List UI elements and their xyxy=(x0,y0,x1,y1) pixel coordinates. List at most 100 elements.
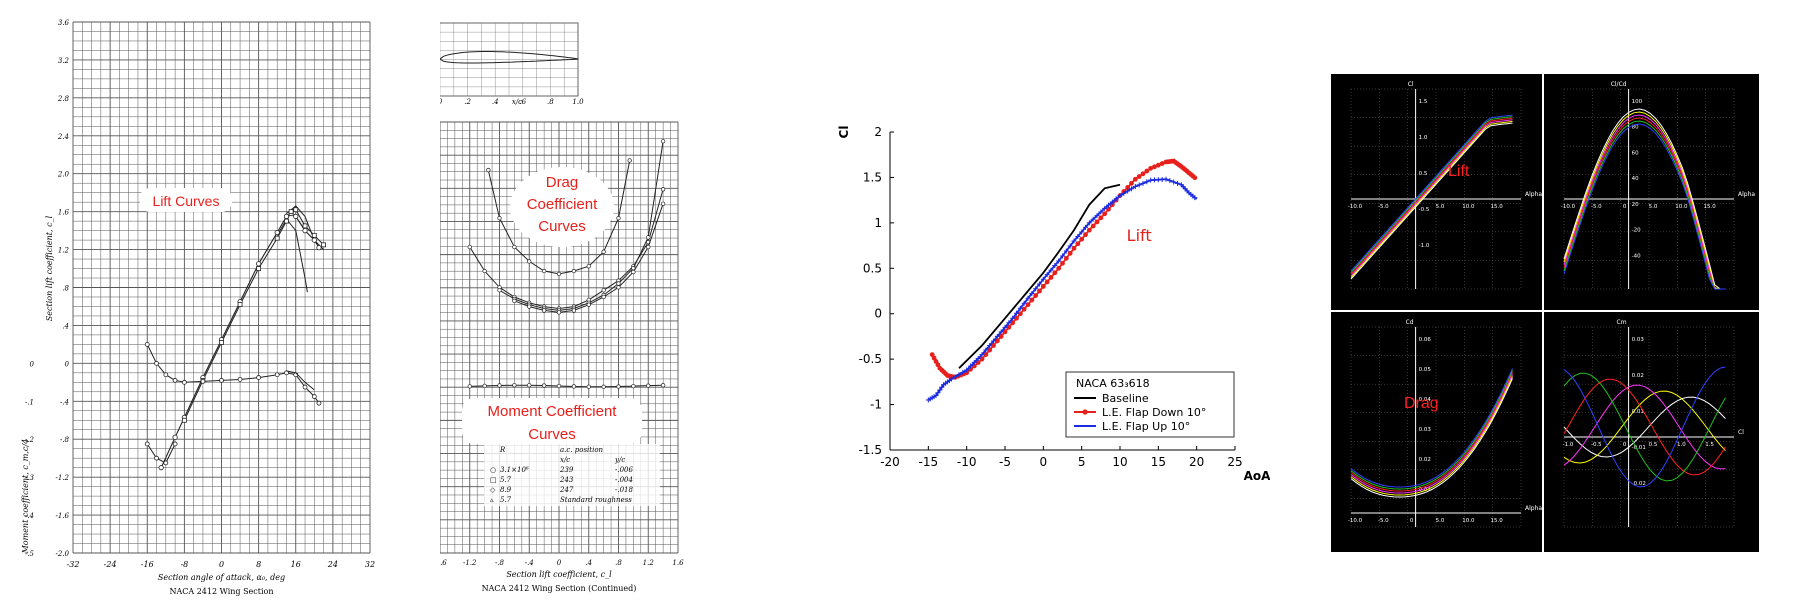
y-tick-label: 1.5 xyxy=(863,170,882,184)
overlay-bg xyxy=(510,167,614,247)
x-tick-label: 1.6 xyxy=(672,559,684,567)
series-point xyxy=(935,390,941,396)
y-tick-label: 1.6 xyxy=(58,209,70,217)
overlay-bg xyxy=(462,398,642,444)
drag-point xyxy=(482,268,487,274)
y-tick-label: -1.0 xyxy=(1419,243,1430,249)
y-tick-label: 0.01 xyxy=(1632,409,1644,415)
y-tick-label: 0.02 xyxy=(1419,457,1431,463)
x-tick-label: 0 xyxy=(219,560,224,569)
drag-point xyxy=(486,167,491,173)
moment-curve xyxy=(469,384,664,388)
series-point xyxy=(1067,243,1073,249)
drag-point xyxy=(660,201,666,206)
series-point xyxy=(1167,178,1173,184)
legend-reynolds: 5.7 xyxy=(500,476,512,484)
x-tick-label: -5.0 xyxy=(1378,518,1389,524)
series-point xyxy=(987,347,993,353)
x-axis-label: Alpha xyxy=(1525,505,1542,512)
y-tick-label: -.4 xyxy=(60,398,69,406)
series-point xyxy=(1152,164,1157,170)
y-tick-label: -2.0 xyxy=(56,550,70,558)
moment-point xyxy=(144,441,150,447)
y2-axis-label: Moment coefficient, c_m,c/4 xyxy=(21,439,30,555)
inset-x-tick: .6 xyxy=(519,98,526,106)
y-tick-label: 1.2 xyxy=(58,247,70,255)
series-line xyxy=(1350,370,1513,490)
series-point xyxy=(1079,236,1085,242)
x-tick-label: 1.2 xyxy=(643,559,655,567)
series-point xyxy=(1090,216,1096,222)
drag-point xyxy=(601,294,606,300)
y-tick-label: 1.5 xyxy=(1419,99,1428,105)
moment-point xyxy=(181,379,187,385)
drag-point xyxy=(616,215,621,221)
x-tick-label: 1.0 xyxy=(1677,442,1686,448)
series-point xyxy=(1171,179,1177,185)
series-line xyxy=(1350,122,1513,280)
series-line xyxy=(1350,368,1513,488)
series-point xyxy=(1132,176,1138,182)
drag-point xyxy=(646,235,651,240)
series-point xyxy=(1006,324,1012,330)
y-tick-label: 1.0 xyxy=(1419,135,1428,141)
legend-entry: L.E. Flap Up 10° xyxy=(1102,420,1190,433)
series-point xyxy=(983,352,989,357)
y-tick-label: 2.8 xyxy=(57,95,70,103)
x-tick-label: 10.0 xyxy=(1462,204,1475,210)
series-point xyxy=(1113,196,1119,202)
x-tick-label: .4 xyxy=(585,559,592,567)
drag-point xyxy=(556,271,562,277)
overlay-label: Curves xyxy=(538,218,586,235)
drag-point xyxy=(467,244,472,250)
series-point xyxy=(1021,300,1027,306)
series-line xyxy=(931,160,1198,379)
lift-curve xyxy=(183,209,324,421)
y-tick-label: 2 xyxy=(874,125,882,139)
series-point xyxy=(1121,190,1127,196)
series-point xyxy=(1094,219,1100,225)
y-axis-label: Cl/Cd xyxy=(1611,81,1627,88)
x-tick-label: -15 xyxy=(919,455,939,469)
lift-point xyxy=(274,229,280,236)
x-tick-label: 0 xyxy=(1040,455,1048,469)
legend-yc: -.006 xyxy=(615,466,633,474)
lift-annotation: Lift xyxy=(1127,226,1152,245)
x-tick-label: 0 xyxy=(557,559,562,567)
legend-marker: □ xyxy=(490,476,497,484)
series-point xyxy=(1071,238,1077,244)
lift-point xyxy=(283,213,290,219)
x-tick-label: -10.0 xyxy=(1348,518,1363,524)
lift-point xyxy=(219,340,224,345)
cl-aoa-chart: -20 -15 -10 -5 0 5 10 15 20 25 -1.5 -1 -0.5 0 0.5 1 1.5 2… xyxy=(837,125,1270,483)
cm-tick-label: -.5 xyxy=(25,550,35,558)
lift-point xyxy=(311,237,317,243)
lift-point xyxy=(256,261,262,267)
lift-point xyxy=(284,218,289,224)
moment-point xyxy=(616,384,621,389)
series-point xyxy=(1098,209,1104,215)
series-point xyxy=(1048,267,1054,273)
series-point xyxy=(1090,223,1096,229)
cm-tick-label: -.3 xyxy=(25,474,35,482)
y-tick-label: 0.03 xyxy=(1419,427,1432,433)
moment-point xyxy=(646,383,651,388)
moment-point xyxy=(172,441,178,447)
lift-curve xyxy=(286,205,324,250)
cm-tick-label: -.1 xyxy=(25,398,34,406)
series-point xyxy=(1102,205,1108,211)
moment-point xyxy=(200,378,206,384)
x-tick-label: 10.0 xyxy=(1462,518,1475,524)
moment-point xyxy=(586,384,591,389)
series-point xyxy=(1056,258,1062,264)
legend-header: R xyxy=(499,446,506,454)
y-tick-label: 1 xyxy=(874,216,882,230)
moment-point xyxy=(497,383,502,388)
series-point xyxy=(1102,211,1108,217)
overlay-label: Drag xyxy=(546,174,579,191)
legend-reynolds: 3.1×10⁶ xyxy=(500,466,529,474)
x-tick-label: -1.2 xyxy=(463,559,477,567)
drag-point xyxy=(601,249,606,254)
drag-point xyxy=(512,298,517,303)
